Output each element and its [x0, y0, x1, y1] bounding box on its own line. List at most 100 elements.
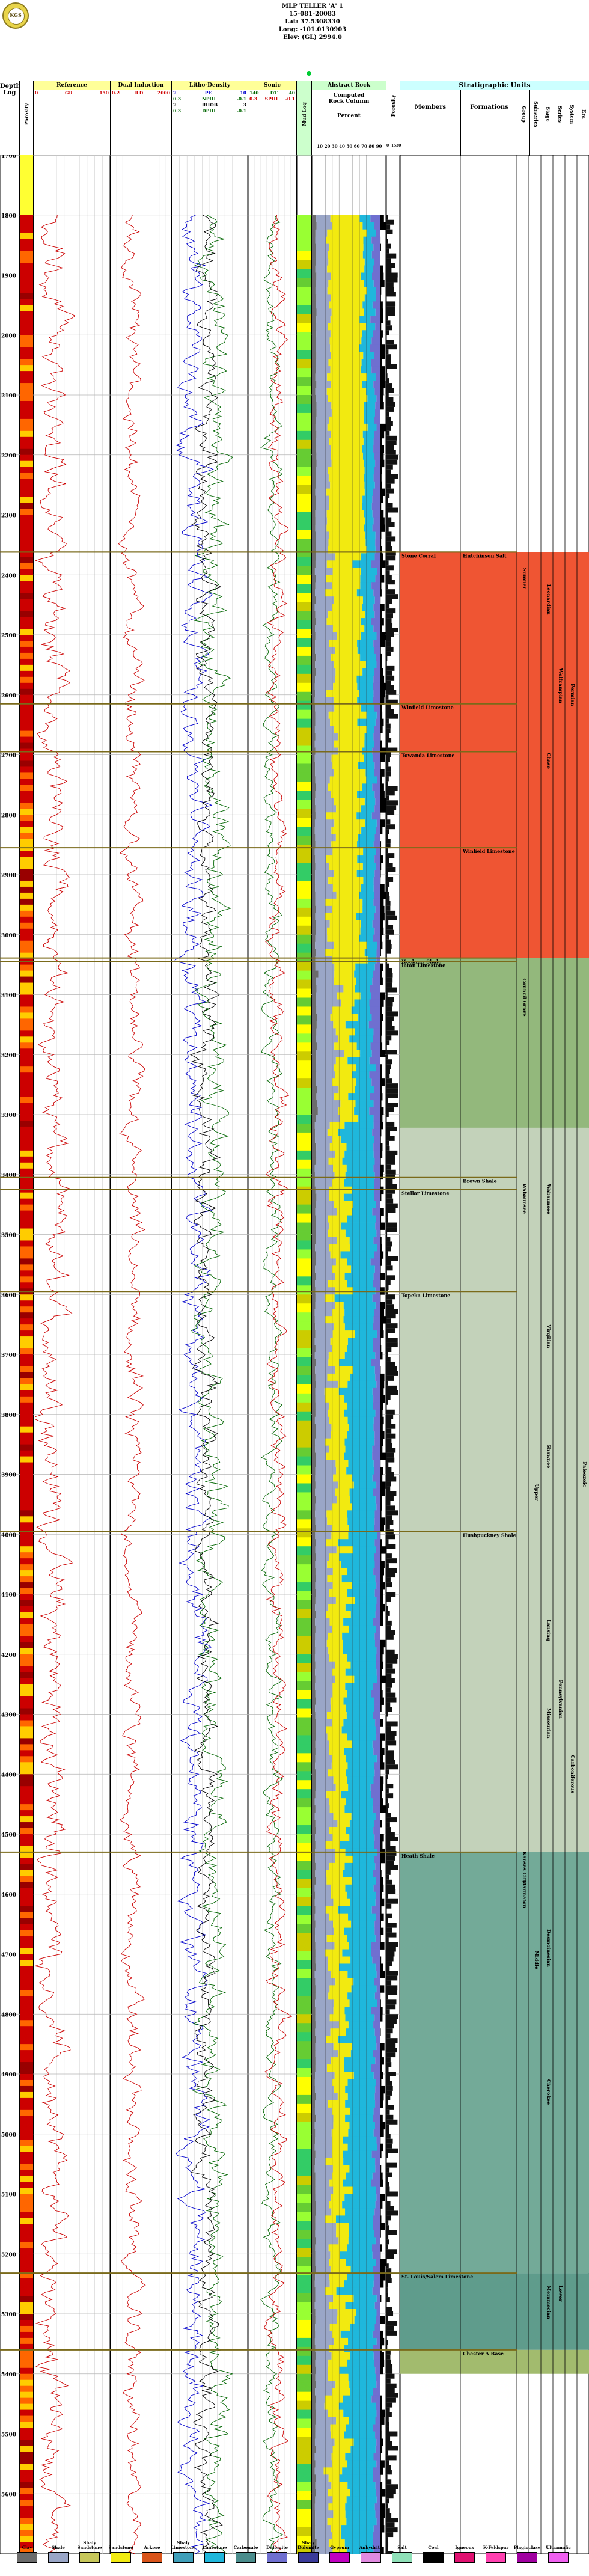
- rock-column-segment: [335, 1855, 353, 1864]
- porosity-bar: [386, 1193, 393, 1199]
- rock-column-segment: [315, 2482, 332, 2489]
- porosity-bar: [386, 2325, 394, 2331]
- porosity-strip-cell: [20, 2224, 33, 2230]
- rock-column-coal: [380, 272, 384, 280]
- mud-log-cell: [297, 952, 311, 962]
- strat-label-series: Pennsylvanian: [558, 1680, 564, 1719]
- rock-column-segment: [316, 1496, 337, 1504]
- rock-column-segment: [329, 495, 363, 503]
- rock-column-segment: [373, 2107, 380, 2116]
- rock-column-segment: [316, 1359, 329, 1367]
- porosity-strip-cell: [20, 197, 33, 204]
- rock-column-segment: [312, 661, 316, 669]
- porosity-strip-cell: [20, 779, 33, 785]
- porosity-strip-cell: [20, 2212, 33, 2218]
- rock-column-segment: [343, 2179, 371, 2187]
- porosity-bar: [386, 1347, 392, 1353]
- rock-column-segment: [376, 1913, 380, 1921]
- rock-column-coal: [380, 1963, 383, 1971]
- mud-log-cell: [297, 242, 311, 251]
- porosity-strip-cell: [20, 395, 33, 402]
- rock-column-segment: [364, 740, 374, 748]
- mud-log-cell: [297, 1078, 311, 1088]
- rock-column-segment: [373, 934, 380, 943]
- porosity-bar: [386, 920, 389, 925]
- rock-column-segment: [336, 2230, 349, 2238]
- porosity-bar: [386, 2249, 397, 2254]
- porosity-strip-cell: [20, 2470, 33, 2476]
- porosity-strip-cell: [20, 1678, 33, 1685]
- well-location-icon[interactable]: [307, 71, 311, 76]
- rock-column-segment: [373, 2424, 380, 2432]
- mud-log-cell: [297, 1600, 311, 1610]
- rock-column-segment: [312, 913, 316, 921]
- rock-column-segment: [316, 985, 344, 993]
- porosity-bar: [386, 2138, 393, 2144]
- porosity-strip-cell: [20, 2343, 33, 2351]
- rock-column-segment: [317, 1086, 339, 1094]
- porosity-bar: [386, 1606, 388, 1611]
- formation-top-label: Heath Shale: [401, 1853, 435, 1859]
- mud-log-cell: [297, 1465, 311, 1475]
- rock-column-segment: [312, 1855, 316, 1864]
- mud-log-cell: [297, 1879, 311, 1889]
- rock-column-segment: [312, 1006, 317, 1014]
- rock-column-segment: [347, 1215, 376, 1223]
- porosity-strip-cell: [20, 2446, 33, 2452]
- rock-column-segment: [316, 1769, 328, 1777]
- porosity-bar: [386, 2114, 394, 2120]
- rock-column-segment: [362, 251, 372, 259]
- legend-swatch: [486, 2552, 506, 2563]
- rock-column-segment: [372, 2330, 380, 2339]
- porosity-strip-cell: [20, 785, 33, 791]
- rock-column-segment: [312, 1704, 316, 1712]
- porosity-bar: [386, 992, 388, 997]
- rock-column-segment: [312, 2373, 316, 2382]
- porosity-strip-cell: [20, 1648, 33, 1655]
- rock-column-segment: [312, 1302, 316, 1309]
- porosity-strip-cell: [20, 1306, 33, 1313]
- rock-column-segment: [345, 1445, 373, 1453]
- mud-log-cell: [297, 1492, 311, 1502]
- rock-column-segment: [376, 1582, 380, 1590]
- rock-column-segment: [339, 1553, 374, 1561]
- rock-column-coal: [380, 1719, 383, 1727]
- porosity-bar: [386, 2378, 391, 2384]
- rock-column-segment: [371, 2395, 380, 2403]
- porosity-bar: [386, 2307, 392, 2312]
- rock-column-segment: [314, 697, 334, 705]
- porosity-strip-cell: [20, 2319, 33, 2327]
- mud-log-cell: [297, 2041, 311, 2051]
- rock-column-segment: [343, 1647, 377, 1655]
- rock-column-segment: [312, 1373, 316, 1381]
- rock-column-segment: [333, 1474, 353, 1482]
- rock-column-coal: [380, 726, 383, 733]
- rock-column-segment: [315, 2251, 331, 2259]
- rock-column-segment: [316, 2489, 328, 2497]
- porosity-bar: [386, 834, 388, 839]
- porosity-bar: [386, 1026, 395, 1031]
- porosity-bar: [386, 1069, 391, 1074]
- porosity-strip-cell: [20, 1912, 33, 1919]
- rock-column-segment: [345, 2100, 376, 2108]
- rock-column-segment: [343, 1316, 374, 1324]
- depth-label: 5500: [1, 2432, 16, 2438]
- rock-column-segment: [315, 2179, 330, 2187]
- rock-column-segment: [346, 1891, 376, 1900]
- rock-column-segment: [312, 632, 316, 640]
- rock-column-segment: [374, 963, 380, 971]
- rock-column-segment: [332, 2547, 347, 2554]
- rock-column-segment: [316, 2395, 325, 2403]
- porosity-bar: [386, 2028, 393, 2034]
- porosity-strip-cell: [20, 2242, 33, 2248]
- rock-column-segment: [316, 258, 329, 266]
- mud-log-cell: [297, 1843, 311, 1853]
- rock-column-segment: [312, 517, 316, 525]
- porosity-strip-cell: [20, 2500, 33, 2506]
- rock-column-segment: [314, 625, 333, 633]
- rock-column-segment: [336, 2316, 355, 2324]
- rock-column-segment: [373, 2474, 380, 2482]
- porosity-bar: [386, 1400, 388, 1405]
- rock-column-coal: [380, 927, 384, 935]
- rock-column-segment: [312, 1898, 315, 1907]
